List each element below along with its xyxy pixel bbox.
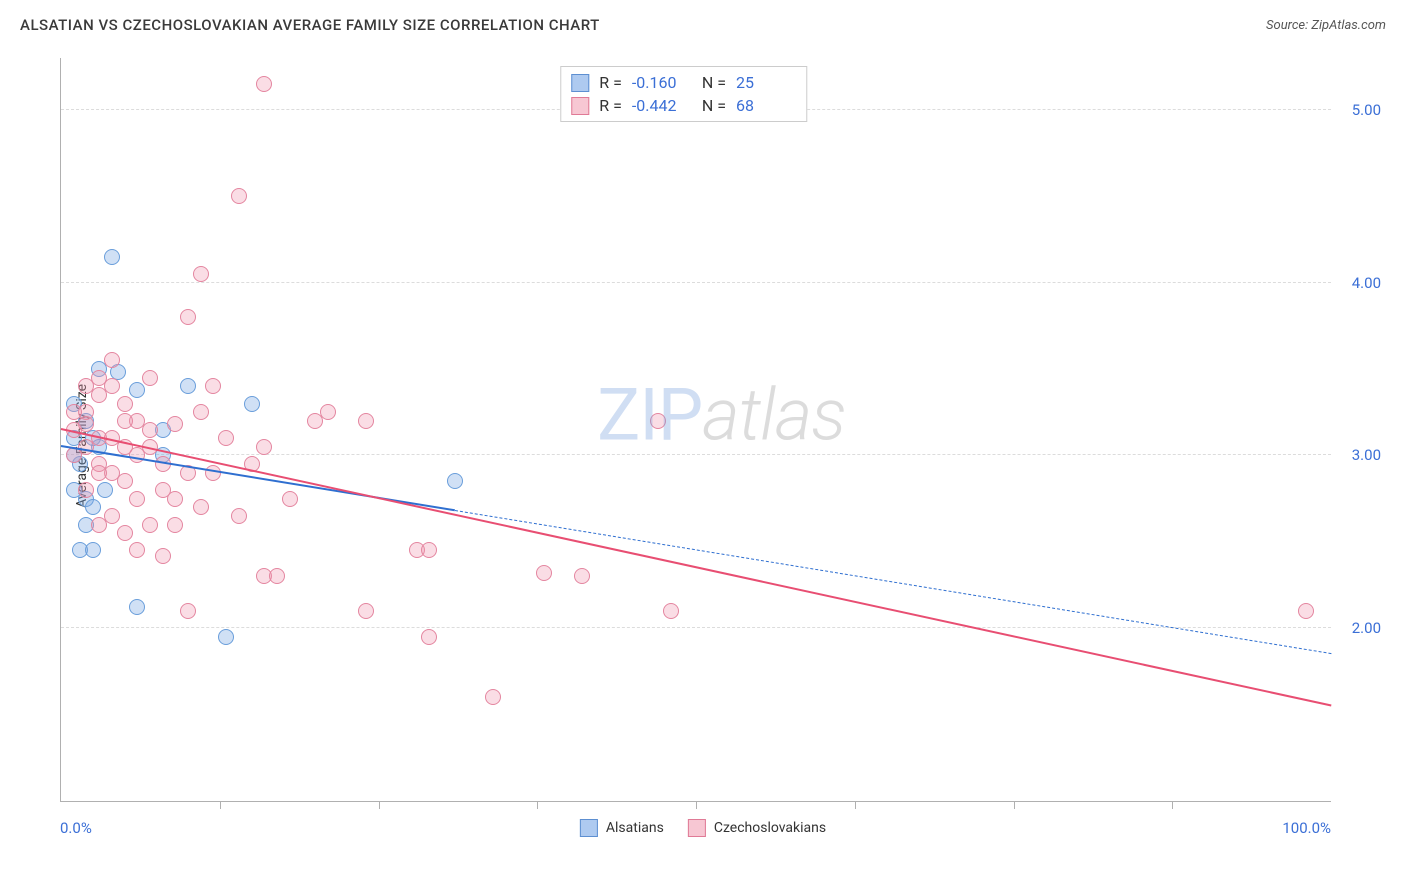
data-point (142, 370, 158, 386)
watermark: ZIPatlas (597, 372, 846, 457)
data-point (180, 603, 196, 619)
correlation-legend-row: R = -0.160 N = 25 (571, 71, 796, 94)
data-point (231, 188, 247, 204)
n-value: 68 (736, 96, 796, 115)
data-point (91, 370, 107, 386)
data-point (244, 396, 260, 412)
n-label: N = (702, 96, 726, 115)
chart-container: Average Family Size R =-0.160N =25R =-0.… (20, 50, 1386, 842)
x-tick (696, 801, 697, 809)
r-label: R = (599, 96, 622, 115)
data-point (78, 482, 94, 498)
data-point (485, 689, 501, 705)
x-tick (220, 801, 221, 809)
y-tick-label: 3.00 (1352, 446, 1381, 464)
x-axis-min-label: 0.0% (60, 819, 92, 837)
data-point (1298, 603, 1314, 619)
data-point (421, 629, 437, 645)
data-point (269, 568, 285, 584)
r-value: -0.442 (632, 96, 692, 115)
n-value: 25 (736, 73, 796, 92)
data-point (129, 382, 145, 398)
legend-swatch (571, 74, 589, 92)
data-point (358, 603, 374, 619)
data-point (155, 548, 171, 564)
series-legend: Alsatians Czechoslovakians (580, 819, 826, 837)
data-point (447, 473, 463, 489)
plot-area: R =-0.160N =25R =-0.442N =68 ZIPatlas 2.… (60, 58, 1331, 802)
correlation-legend-row: R = -0.442 N = 68 (571, 94, 796, 117)
watermark-atlas: atlas (702, 372, 845, 457)
data-point (256, 439, 272, 455)
data-point (193, 499, 209, 515)
legend-label: Alsatians (606, 820, 664, 836)
data-point (663, 603, 679, 619)
trend-line (61, 428, 1331, 706)
data-point (193, 404, 209, 420)
data-point (421, 542, 437, 558)
data-point (180, 309, 196, 325)
watermark-zip: ZIP (597, 372, 702, 457)
x-tick (1172, 801, 1173, 809)
source-attribution: Source: ZipAtlas.com (1266, 18, 1386, 33)
data-point (129, 542, 145, 558)
data-point (650, 413, 666, 429)
legend-swatch (688, 819, 706, 837)
x-tick (855, 801, 856, 809)
data-point (91, 465, 107, 481)
data-point (85, 499, 101, 515)
data-point (231, 508, 247, 524)
legend-label: Czechoslovakians (714, 820, 826, 836)
data-point (91, 517, 107, 533)
data-point (218, 430, 234, 446)
data-point (117, 525, 133, 541)
data-point (167, 517, 183, 533)
data-point (193, 266, 209, 282)
data-point (574, 568, 590, 584)
data-point (117, 413, 133, 429)
data-point (167, 416, 183, 432)
x-tick (537, 801, 538, 809)
legend-item: Czechoslovakians (688, 819, 826, 837)
data-point (66, 404, 82, 420)
gridline (61, 282, 1331, 283)
data-point (117, 396, 133, 412)
data-point (129, 599, 145, 615)
data-point (218, 629, 234, 645)
r-value: -0.160 (632, 73, 692, 92)
data-point (78, 416, 94, 432)
data-point (142, 517, 158, 533)
data-point (536, 565, 552, 581)
correlation-legend: R = -0.160 N = 25 R = -0.442 N = 68 (560, 66, 807, 122)
data-point (117, 473, 133, 489)
data-point (358, 413, 374, 429)
legend-item: Alsatians (580, 819, 664, 837)
legend-swatch (580, 819, 598, 837)
data-point (320, 404, 336, 420)
data-point (167, 491, 183, 507)
data-point (256, 76, 272, 92)
data-point (85, 542, 101, 558)
x-tick (1014, 801, 1015, 809)
gridline (61, 627, 1331, 628)
data-point (129, 491, 145, 507)
y-tick-label: 4.00 (1352, 274, 1381, 292)
x-tick (379, 801, 380, 809)
r-label: R = (599, 73, 622, 92)
legend-swatch (571, 97, 589, 115)
data-point (129, 447, 145, 463)
y-tick-label: 2.00 (1352, 619, 1381, 637)
chart-title: ALSATIAN VS CZECHOSLOVAKIAN AVERAGE FAMI… (20, 16, 600, 34)
x-axis-max-label: 100.0% (1282, 819, 1331, 837)
data-point (104, 249, 120, 265)
n-label: N = (702, 73, 726, 92)
data-point (142, 422, 158, 438)
data-point (97, 482, 113, 498)
data-point (180, 378, 196, 394)
data-point (282, 491, 298, 507)
y-tick-label: 5.00 (1352, 101, 1381, 119)
data-point (205, 378, 221, 394)
data-point (104, 352, 120, 368)
